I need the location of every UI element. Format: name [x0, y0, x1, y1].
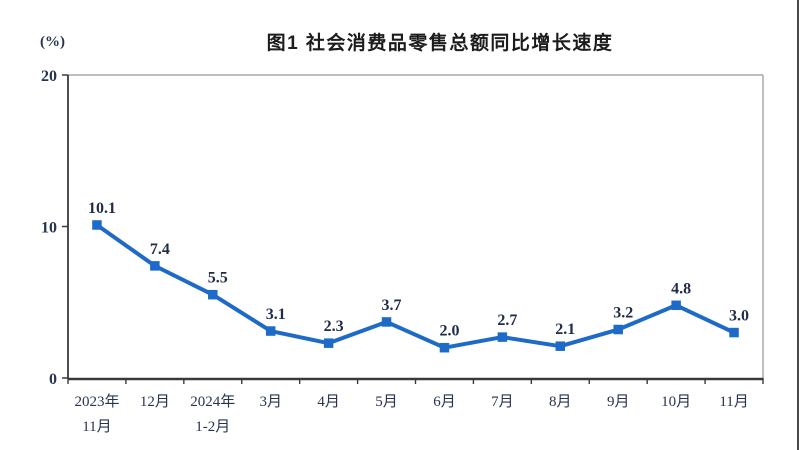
data-point-label: 10.1 — [88, 200, 116, 217]
chart-title: 图1 社会消费品零售总额同比增长速度 — [266, 33, 614, 54]
x-axis-category-label: 2024年 — [190, 393, 235, 410]
data-point-label: 2.0 — [439, 323, 459, 340]
x-axis-category-label: 12月 — [140, 394, 170, 410]
data-point-marker — [613, 324, 623, 335]
x-axis-category-label: 3月 — [259, 394, 282, 410]
data-point-marker — [671, 300, 681, 311]
data-point-marker — [381, 317, 392, 327]
data-point-marker — [729, 327, 739, 338]
x-axis-category-label: 11月 — [82, 419, 111, 435]
x-axis-category-label: 7月 — [491, 394, 514, 410]
x-axis-category-label: 6月 — [433, 394, 456, 410]
y-axis-unit-label: (%) — [40, 34, 65, 50]
data-point-marker — [555, 341, 566, 351]
y-axis-tick-label: 20 — [41, 68, 57, 85]
data-point-marker — [265, 326, 276, 336]
data-point-label: 3.2 — [613, 305, 633, 322]
data-point-label: 3.1 — [266, 306, 286, 323]
data-point-label: 7.4 — [150, 241, 170, 258]
data-point-label: 3.7 — [382, 297, 402, 314]
data-point-label: 2.3 — [324, 318, 344, 335]
data-point-label: 4.8 — [671, 280, 691, 297]
page-right-border — [797, 0, 799, 450]
data-point-marker — [439, 342, 450, 353]
x-axis-category-label: 10月 — [661, 394, 691, 410]
data-point-label: 2.1 — [555, 321, 575, 338]
data-point-marker — [323, 338, 334, 348]
x-axis-category-label: 1-2月 — [195, 419, 230, 435]
x-axis-category-label: 2023年 — [74, 393, 119, 410]
data-point-label: 2.7 — [497, 312, 517, 329]
y-axis-tick-label: 10 — [41, 220, 57, 237]
x-axis-category-label: 8月 — [549, 394, 572, 410]
x-axis-category-label: 4月 — [317, 394, 340, 410]
data-point-marker — [208, 289, 218, 300]
x-axis-category-label: 5月 — [375, 394, 398, 410]
data-point-label: 5.5 — [208, 270, 228, 287]
data-point-label: 3.0 — [729, 308, 749, 325]
data-point-marker — [497, 332, 508, 342]
data-point-marker — [150, 261, 160, 271]
x-axis-category-label: 11月 — [719, 394, 748, 410]
y-axis-tick-label: 0 — [49, 371, 57, 388]
x-axis-category-label: 9月 — [607, 394, 630, 410]
data-line — [94, 222, 737, 350]
data-point-marker — [92, 220, 102, 230]
